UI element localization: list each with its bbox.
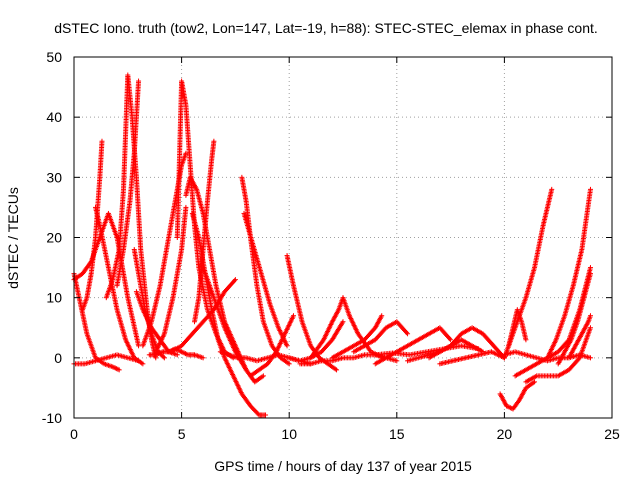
data-point	[116, 367, 122, 373]
x-axis-label: GPS time / hours of day 137 of year 2015	[214, 458, 472, 474]
y-tick-label: 10	[46, 290, 62, 306]
data-point	[136, 343, 142, 349]
grid	[74, 57, 612, 418]
data-point	[160, 354, 166, 360]
y-tick-label: 40	[46, 109, 62, 125]
x-tick-label: 10	[281, 426, 297, 442]
data-point	[174, 352, 180, 358]
series-2	[71, 352, 142, 367]
y-tick-label: 0	[54, 350, 62, 366]
y-tick-label: 50	[46, 49, 62, 65]
series-11	[153, 204, 189, 355]
x-tick-label: 15	[389, 426, 405, 442]
series-4	[93, 204, 146, 367]
y-tick-label: 30	[46, 169, 62, 185]
y-axis-label: dSTEC / TECUs	[5, 187, 21, 289]
data-point	[136, 78, 142, 84]
x-tick-label: 25	[604, 426, 620, 442]
data-point	[200, 355, 206, 361]
series-6	[114, 78, 142, 289]
y-tick-label: 20	[46, 230, 62, 246]
series-0	[71, 271, 122, 373]
data-point	[161, 355, 167, 361]
data-point	[183, 150, 189, 156]
data-point	[140, 361, 146, 367]
y-tick-label: -10	[42, 410, 62, 426]
chart-title: dSTEC Iono. truth (tow2, Lon=147, Lat=-1…	[54, 20, 598, 36]
data-marks	[71, 72, 593, 418]
data-point	[99, 138, 105, 144]
x-tick-label: 20	[497, 426, 513, 442]
x-tick-label: 5	[178, 426, 186, 442]
series-3	[80, 138, 105, 313]
data-point	[183, 204, 189, 210]
x-tick-label: 0	[70, 426, 78, 442]
